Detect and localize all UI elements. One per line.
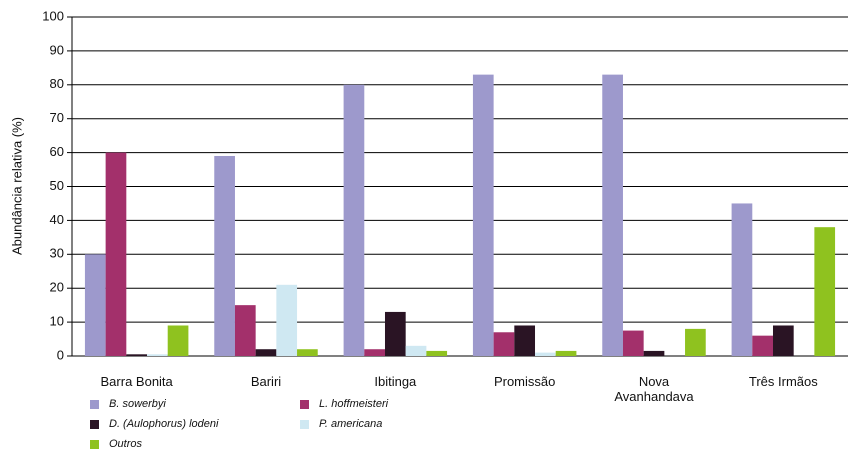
x-tick-label: Barra Bonita [100,374,173,389]
bar [752,335,773,356]
y-tick-label: 30 [50,246,64,261]
x-tick-label: Nova Avanhandava [614,374,694,404]
bar [84,254,106,356]
bar [602,74,623,356]
bar [731,203,753,356]
y-tick-label: 60 [50,144,64,159]
bar [384,311,406,356]
legend-label: L. hoffmeisteri [319,398,389,410]
bar [814,227,836,356]
legend-label: P. americana [319,418,383,430]
legend-label: B. sowerbyi [109,398,166,410]
x-tick-label: Ibitinga [374,374,417,389]
legend-entry: Outros [90,438,142,450]
y-tick-label: 40 [50,212,64,227]
bar [514,325,536,356]
legend-entry: B. sowerbyi [90,398,166,410]
y-tick-label: 50 [50,178,64,193]
bar [405,345,427,356]
legend-swatch [90,439,99,449]
bar [685,328,706,356]
legend-entry: L. hoffmeisteri [300,398,388,410]
legend-swatch [300,399,309,409]
bar [535,352,556,356]
legend-entry: P. americana [300,418,382,430]
bar [472,74,494,356]
y-tick-label: 100 [42,8,64,23]
y-tick-label: 10 [50,314,64,329]
legend-entry: D. (Aulophorus) lodeni [90,418,218,430]
y-tick-label: 90 [50,42,64,57]
bar [167,325,189,356]
y-axis-label: Abundância relativa (%) [9,117,24,255]
bar [555,350,577,356]
bar [234,305,256,356]
legend-swatch [90,419,99,429]
bar [297,349,318,356]
x-tick-label: Bariri [250,374,282,389]
bar [643,350,665,356]
y-tick-label: 0 [57,347,64,362]
legend-label: D. (Aulophorus) lodeni [109,418,219,430]
legend-swatch [300,419,309,429]
x-tick-label: Promissão [493,374,556,389]
bar [126,354,148,356]
y-tick-label: 20 [50,280,64,295]
bar [214,155,235,356]
y-tick-label: 80 [50,76,64,91]
legend-swatch [90,399,99,409]
bar [426,350,448,356]
bar [364,349,385,356]
bar [147,354,168,356]
bar [493,332,515,356]
bar [255,349,277,356]
bar [622,330,644,356]
bar [276,284,298,356]
x-tick-label: Três Irmãos [748,374,818,389]
bar [343,84,365,357]
y-tick-label: 70 [50,110,64,125]
bar [772,325,794,356]
bar [105,152,127,356]
legend-label: Outros [109,438,143,450]
